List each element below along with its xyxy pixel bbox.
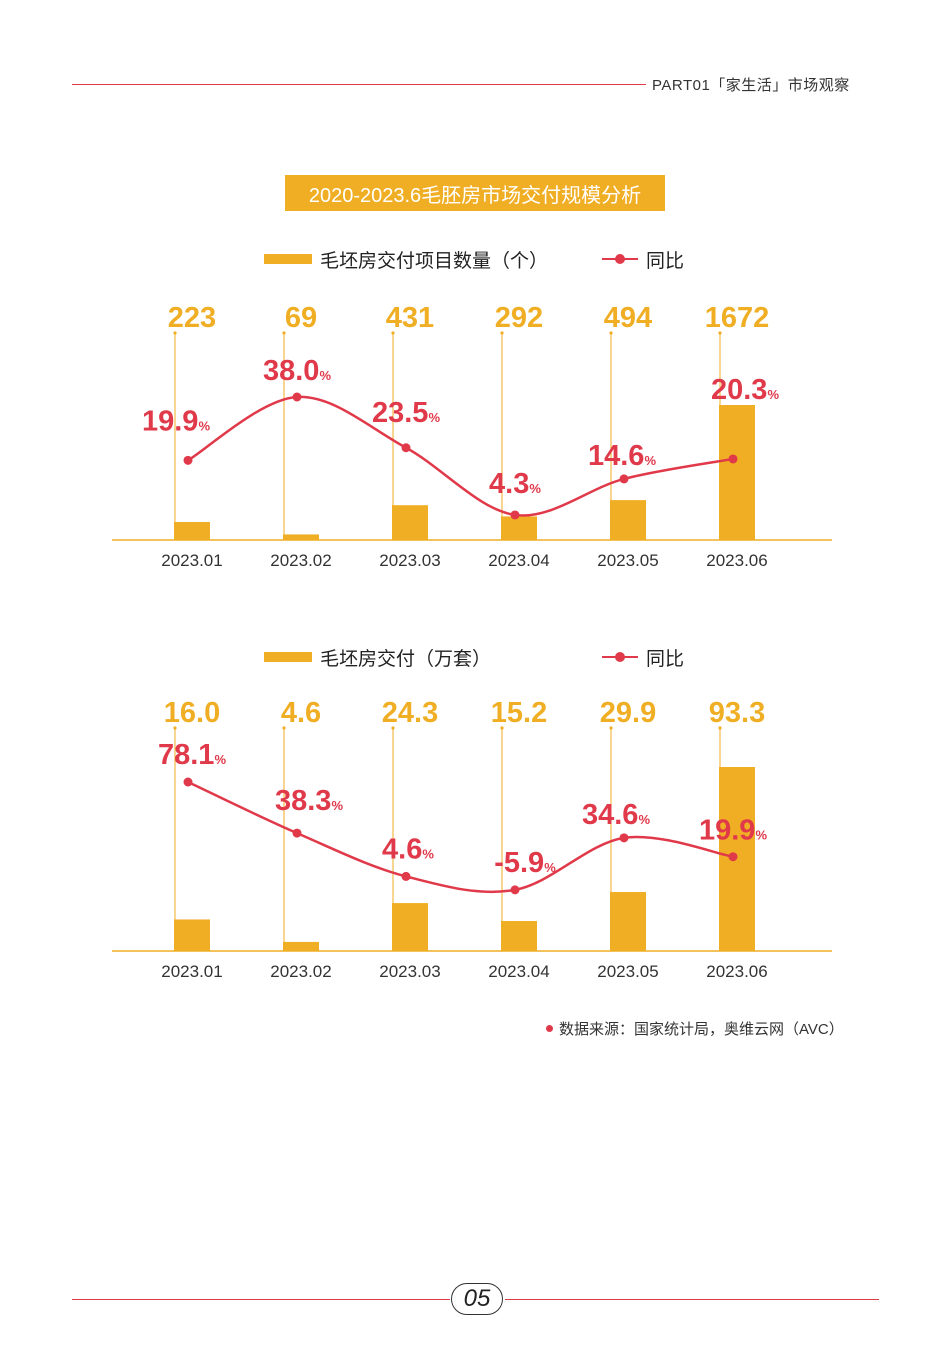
bar: [174, 521, 210, 540]
legend-line-dot: [615, 254, 625, 264]
bar-value-label: 16.0: [164, 697, 220, 729]
bar: [392, 505, 428, 540]
yoy-point: [510, 885, 520, 895]
x-tick-label: 2023.01: [161, 551, 222, 570]
x-tick-label: 2023.03: [379, 551, 440, 570]
bar: [283, 534, 319, 540]
section-header: PART01「家生活」市场观察: [652, 77, 850, 94]
legend-bar-swatch: [264, 652, 312, 662]
bar-value-label: 431: [386, 302, 434, 334]
yoy-value-label: 4.3%: [489, 468, 541, 500]
guide-dot: [718, 331, 722, 335]
header-rule: [72, 84, 646, 85]
footer-rule-left: [72, 1299, 450, 1300]
data-source-text: 数据来源：国家统计局，奥维云网（AVC）: [559, 1021, 844, 1038]
legend-bar-swatch: [264, 254, 312, 264]
bar: [719, 405, 755, 540]
bar-value-label: 4.6: [281, 697, 321, 729]
guide-dot: [500, 726, 504, 730]
page-number: 05: [451, 1283, 503, 1315]
yoy-point: [619, 833, 629, 843]
guide-dot: [282, 726, 286, 730]
bar: [283, 941, 319, 951]
bar-value-label: 1672: [705, 302, 770, 334]
guide-dot: [609, 726, 613, 730]
guide-dot: [609, 331, 613, 335]
guide-dot: [391, 331, 395, 335]
x-tick-label: 2023.04: [488, 962, 549, 981]
x-tick-label: 2023.05: [597, 551, 658, 570]
yoy-value-label: 78.1%: [158, 739, 226, 771]
legend-line-label: 同比: [646, 251, 685, 272]
bar: [719, 767, 755, 951]
x-tick-label: 2023.06: [706, 551, 767, 570]
chart-title: 2020-2023.6毛胚房市场交付规模分析: [285, 175, 665, 211]
x-tick-label: 2023.05: [597, 962, 658, 981]
bar: [610, 892, 646, 951]
yoy-value-label: 23.5%: [372, 397, 440, 429]
yoy-value-label: 19.9%: [699, 815, 767, 847]
yoy-point: [292, 828, 302, 838]
x-tick-label: 2023.02: [270, 962, 331, 981]
yoy-value-label: 14.6%: [588, 440, 656, 472]
legend-line-dot: [615, 652, 625, 662]
guide-dot: [500, 331, 504, 335]
guide-dot: [173, 726, 177, 730]
x-tick-label: 2023.04: [488, 551, 549, 570]
yoy-point: [183, 777, 193, 787]
x-tick-label: 2023.01: [161, 962, 222, 981]
bar-value-label: 223: [168, 302, 216, 334]
yoy-line: [187, 395, 734, 517]
bar: [392, 903, 428, 951]
yoy-point: [728, 454, 738, 464]
chart2-svg: 16.0 2023.01 4.6 2023.02 24.3 2023.03 15.2 2023…: [112, 697, 832, 981]
yoy-point: [619, 474, 629, 484]
guide-dot: [282, 331, 286, 335]
x-tick-label: 2023.03: [379, 962, 440, 981]
bar-value-label: 494: [604, 302, 652, 334]
bar-value-label: 93.3: [709, 697, 765, 729]
bullet-dot-icon: [546, 1024, 553, 1032]
legend-bar-label: 毛坯房交付（万套）: [320, 649, 492, 670]
bar: [174, 919, 210, 951]
bar-value-label: 69: [285, 302, 317, 334]
yoy-value-label: 20.3%: [711, 374, 779, 406]
legend-line-label: 同比: [646, 649, 685, 670]
yoy-value-label: 38.3%: [275, 785, 343, 817]
yoy-point: [183, 455, 193, 465]
guide-dot: [391, 726, 395, 730]
bar: [501, 516, 537, 540]
yoy-point: [510, 510, 520, 520]
yoy-point: [728, 852, 738, 862]
bar: [610, 500, 646, 540]
yoy-point: [401, 871, 411, 881]
yoy-value-label: 34.6%: [582, 799, 650, 831]
bar: [501, 921, 537, 951]
legend-bar-label: 毛坯房交付项目数量（个）: [320, 251, 549, 272]
chart2-legend: 毛坯房交付（万套） 同比: [0, 642, 950, 672]
yoy-point: [292, 392, 302, 402]
yoy-value-label: 38.0%: [263, 355, 331, 387]
guide-dot: [173, 331, 177, 335]
chart1-svg: 223 2023.01 69 2023.02 431 2023.03 292 2023.04 4…: [112, 302, 832, 570]
data-source: 数据来源：国家统计局，奥维云网（AVC）: [546, 1018, 844, 1039]
chart1-legend: 毛坯房交付项目数量（个） 同比: [0, 244, 950, 274]
x-tick-label: 2023.06: [706, 962, 767, 981]
yoy-value-label: 4.6%: [382, 833, 434, 865]
footer-rule-right: [505, 1299, 879, 1300]
x-tick-label: 2023.02: [270, 551, 331, 570]
bar-value-label: 15.2: [491, 697, 547, 729]
yoy-value-label: -5.9%: [494, 847, 556, 879]
yoy-point: [401, 443, 411, 453]
bar-value-label: 24.3: [382, 697, 438, 729]
bar-value-label: 292: [495, 302, 543, 334]
yoy-value-label: 19.9%: [142, 405, 210, 437]
guide-dot: [718, 726, 722, 730]
yoy-line: [187, 780, 734, 894]
bar-value-label: 29.9: [600, 697, 656, 729]
